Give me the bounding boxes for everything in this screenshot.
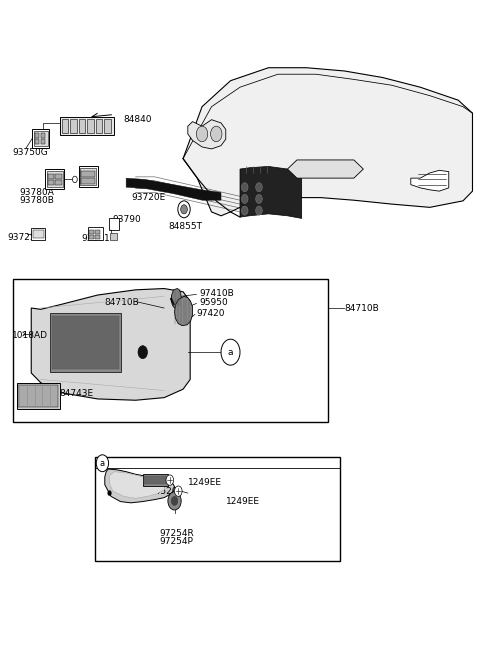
Text: 93750G: 93750G xyxy=(12,147,48,157)
Circle shape xyxy=(241,183,248,192)
Polygon shape xyxy=(105,469,175,503)
Text: 93720E: 93720E xyxy=(131,193,165,202)
Circle shape xyxy=(72,176,77,183)
Polygon shape xyxy=(288,160,363,178)
Bar xyxy=(79,166,97,187)
Text: 97410B: 97410B xyxy=(200,290,234,298)
Bar xyxy=(144,476,167,484)
Circle shape xyxy=(138,346,147,359)
Polygon shape xyxy=(183,67,472,215)
Bar xyxy=(70,119,77,133)
Text: 84855T: 84855T xyxy=(169,222,203,231)
Bar xyxy=(87,119,94,133)
Circle shape xyxy=(256,183,262,192)
Bar xyxy=(96,457,340,561)
Bar xyxy=(80,168,96,185)
Polygon shape xyxy=(188,120,226,149)
Bar xyxy=(17,383,60,409)
Bar xyxy=(109,218,120,230)
Polygon shape xyxy=(175,296,192,326)
Circle shape xyxy=(96,455,108,472)
Bar xyxy=(81,171,95,177)
Text: 97254P: 97254P xyxy=(159,537,193,546)
Bar xyxy=(143,474,168,486)
Bar xyxy=(89,230,94,234)
Text: 93691: 93691 xyxy=(81,234,110,243)
Text: 93790: 93790 xyxy=(112,215,141,223)
Bar xyxy=(48,174,54,179)
Text: 1249EE: 1249EE xyxy=(226,497,260,506)
Circle shape xyxy=(166,475,174,485)
Circle shape xyxy=(196,126,208,141)
Circle shape xyxy=(241,195,248,204)
Bar xyxy=(34,131,48,145)
Bar xyxy=(56,180,61,185)
Circle shape xyxy=(108,491,111,496)
Text: 97420: 97420 xyxy=(196,309,225,318)
Circle shape xyxy=(175,486,182,496)
Text: 84743E: 84743E xyxy=(60,389,94,398)
Bar xyxy=(61,119,68,133)
Circle shape xyxy=(211,126,222,141)
Bar xyxy=(89,235,94,239)
Text: 84710B: 84710B xyxy=(344,303,379,312)
Bar xyxy=(47,171,63,187)
Bar xyxy=(96,119,102,133)
Text: 93725: 93725 xyxy=(8,233,36,242)
Bar xyxy=(18,384,58,407)
Text: 84840: 84840 xyxy=(124,115,152,124)
Bar xyxy=(96,235,100,239)
Bar xyxy=(88,227,103,240)
Text: 84710B: 84710B xyxy=(105,298,140,307)
Polygon shape xyxy=(171,289,181,308)
Bar xyxy=(32,129,49,148)
Bar xyxy=(41,139,46,143)
Circle shape xyxy=(178,201,190,217)
Text: 93780B: 93780B xyxy=(19,196,54,206)
Bar xyxy=(50,313,121,371)
Text: 95950: 95950 xyxy=(200,298,228,307)
Text: 97254R: 97254R xyxy=(159,529,194,538)
Bar xyxy=(96,230,100,234)
Bar xyxy=(60,117,114,135)
Text: a: a xyxy=(100,458,105,468)
Circle shape xyxy=(180,205,187,214)
Bar xyxy=(13,279,328,422)
Bar xyxy=(52,316,120,369)
Bar xyxy=(31,228,46,240)
Bar xyxy=(104,119,111,133)
Bar xyxy=(33,230,44,238)
Polygon shape xyxy=(411,170,449,191)
Circle shape xyxy=(168,492,181,510)
Bar xyxy=(110,233,117,240)
Bar xyxy=(35,139,39,143)
Bar xyxy=(79,119,85,133)
Circle shape xyxy=(171,496,178,506)
Circle shape xyxy=(221,339,240,365)
Circle shape xyxy=(256,206,262,215)
Text: 94520: 94520 xyxy=(150,487,179,496)
Circle shape xyxy=(241,206,248,215)
Text: 1249EE: 1249EE xyxy=(188,477,222,487)
Bar xyxy=(46,169,64,189)
Text: 93780A: 93780A xyxy=(19,188,54,197)
Circle shape xyxy=(256,195,262,204)
Polygon shape xyxy=(240,166,301,218)
Bar xyxy=(41,134,46,138)
Text: a: a xyxy=(228,348,233,357)
Bar xyxy=(56,174,61,179)
Polygon shape xyxy=(126,178,221,200)
Polygon shape xyxy=(31,289,190,400)
Text: 1018AD: 1018AD xyxy=(12,331,48,341)
Bar xyxy=(35,134,39,138)
Polygon shape xyxy=(109,472,165,498)
Bar xyxy=(48,180,54,185)
Bar xyxy=(81,178,95,184)
